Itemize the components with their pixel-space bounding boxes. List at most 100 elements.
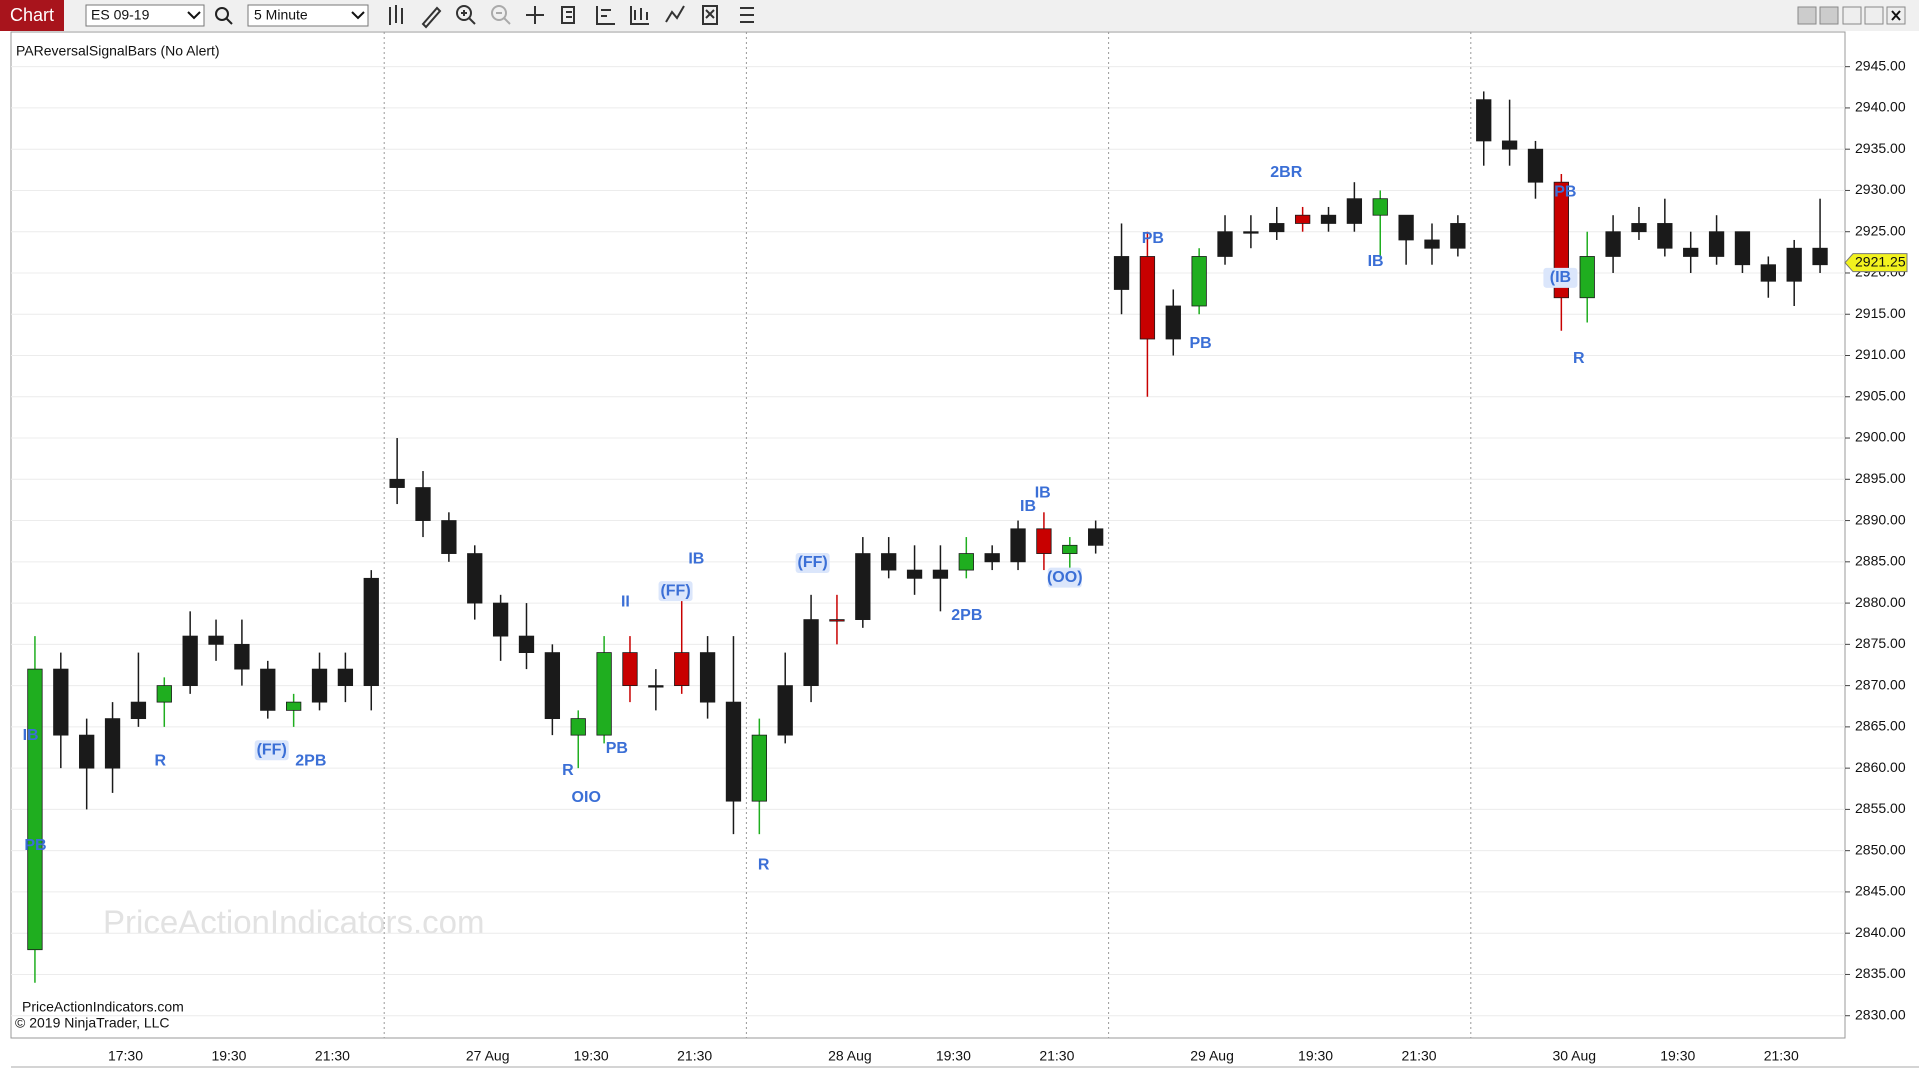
y-tick-label: 2850.00 [1855,841,1906,857]
annotation-box [795,552,830,573]
last-price-tag [1844,253,1908,273]
y-tick-label: 2910.00 [1855,346,1906,362]
candle-body [829,619,845,622]
candle-body [1605,231,1621,257]
candle-body [234,643,250,670]
candle-body [622,652,638,687]
last-price-label: 2921.25 [1855,253,1906,269]
candle-body [1450,223,1466,249]
candle-body [1320,214,1337,224]
candle-body [699,652,716,703]
candle-body [182,635,198,687]
chart-tab[interactable] [0,0,64,31]
signal-annotation: IB [688,551,704,568]
y-tick-label: 2905.00 [1855,387,1906,403]
y-tick-label: 2915.00 [1855,305,1906,321]
instrument-label[interactable]: ES 09-19 [91,7,150,23]
candle-body [1036,528,1052,554]
candle-body [1476,99,1492,142]
window-buttons[interactable] [1797,6,1906,25]
candle-body [467,553,483,604]
y-tick-label: 2940.00 [1855,99,1906,115]
candle-body [363,577,379,687]
candle-body [1113,256,1130,290]
x-tick-label: 30 Aug [1552,1048,1596,1064]
x-tick-label: 19:30 [1298,1048,1333,1064]
indicator-label: PAReversalSignalBars (No Alert) [16,43,220,59]
y-tick-label: 2880.00 [1855,594,1906,610]
y-tick-label: 2845.00 [1855,883,1906,899]
signal-annotation: (FF) [798,554,828,571]
candle-body [1501,140,1518,150]
candle-body [27,668,43,951]
candle-body [1243,231,1259,234]
x-tick-label: 19:30 [936,1048,971,1064]
signal-annotation: PB [1554,183,1576,200]
signal-annotation: PB [1189,335,1211,352]
annotation-box [1543,267,1578,288]
candle-body [674,652,690,687]
candle-body [1527,148,1544,183]
candle-body [1062,544,1078,554]
candle-body [751,734,767,802]
candle-body [1010,528,1026,563]
signal-annotation: PB [606,740,628,757]
search-icon [225,17,233,25]
candle-body [415,487,431,521]
candle-body [260,668,276,711]
signal-annotation: R [1573,350,1585,367]
x-tick-label: 29 Aug [1190,1048,1234,1064]
y-tick-label: 2835.00 [1855,965,1906,981]
footer-site: PriceActionIndicators.com [22,999,184,1015]
chart-tab-label[interactable]: Chart [10,5,54,25]
search-icon[interactable] [215,7,229,21]
annotation-box [254,740,289,761]
candle-body [208,635,224,645]
x-tick-label: 19:30 [211,1048,246,1064]
y-tick-label: 2840.00 [1855,924,1906,940]
dropdown-arrow [187,11,201,20]
x-tick-label: 21:30 [677,1048,712,1064]
toolbar-icons[interactable] [389,5,754,29]
x-tick-label: 17:30 [108,1048,143,1064]
candle-body [570,718,586,736]
candle-body [1398,214,1414,241]
interval-select[interactable] [247,4,369,27]
candle-body [1088,528,1104,546]
candle-body [984,553,1000,563]
y-tick-label: 2890.00 [1855,511,1906,527]
candle-body [1217,231,1233,257]
y-tick-label: 2875.00 [1855,635,1906,651]
candle-body [1631,223,1647,233]
candle-body [1760,264,1776,282]
y-tick-label: 2930.00 [1855,181,1906,197]
candle-body [156,685,172,703]
candle-body [1734,231,1751,266]
y-tick-label: 2865.00 [1855,718,1906,734]
candle-body [777,685,793,736]
candle-body [311,668,328,703]
signal-annotation: R [758,856,770,873]
signal-annotation: (FF) [660,582,690,599]
signal-annotation: IB [1368,253,1384,270]
dropdown-arrow [351,11,365,20]
x-tick-label: 21:30 [1039,1048,1074,1064]
candle-body [803,619,819,687]
x-tick-label: 28 Aug [828,1048,872,1064]
candle-body [906,569,923,579]
candle-body [130,701,147,720]
candle-body [1346,198,1363,224]
signal-annotation: (FF) [257,741,287,758]
candle-body [596,652,612,736]
candle-body [389,478,405,488]
candle-body [544,652,561,720]
candle-body [79,734,95,769]
y-tick-label: 2945.00 [1855,57,1906,73]
signal-annotation: II [621,593,630,610]
candle-body [1708,231,1725,257]
interval-label[interactable]: 5 Minute [254,7,308,23]
x-tick-label: 21:30 [315,1048,350,1064]
instrument-select[interactable] [85,4,205,27]
